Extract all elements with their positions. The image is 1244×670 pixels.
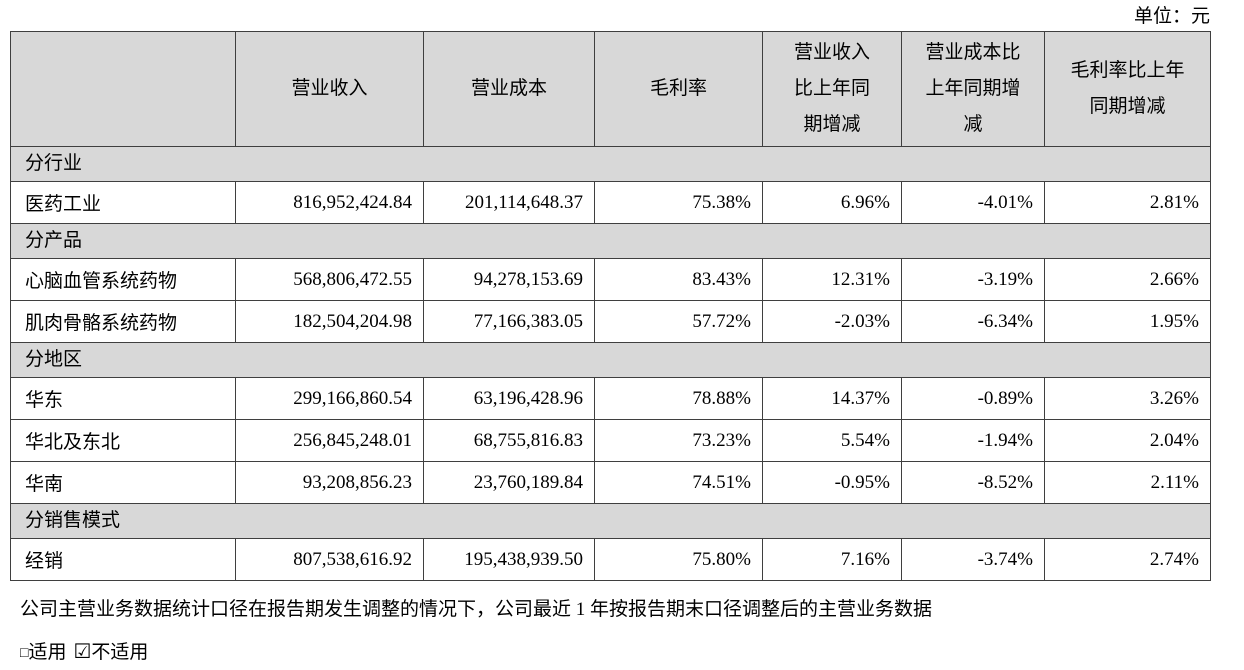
section-title: 分行业 (10, 146, 1211, 182)
not-applicable-label: 不适用 (91, 642, 149, 663)
table-row-north-northeast-china: 华北及东北 256,845,248.01 68,755,816.83 73.23… (10, 419, 1211, 462)
value-cell: 256,845,248.01 (235, 419, 424, 462)
header-cell-cost: 营业成本 (423, 31, 595, 147)
value-cell: 74.51% (594, 461, 763, 504)
row-label: 肌肉骨骼系统药物 (10, 300, 236, 343)
header-cell-margin-yoy: 毛利率比上年同期增减 (1044, 31, 1211, 147)
value-cell: 75.38% (594, 181, 763, 224)
main-business-data-table: 营业收入 营业成本 毛利率 营业收入比上年同期增减 营业成本比上年同期增减 毛利… (10, 31, 1211, 581)
table-row-cardiovascular-drugs: 心脑血管系统药物 568,806,472.55 94,278,153.69 83… (10, 258, 1211, 301)
value-cell: 94,278,153.69 (423, 258, 595, 301)
footnote-text: 公司主营业务数据统计口径在报告期发生调整的情况下，公司最近 1 年按报告期末口径… (20, 599, 933, 620)
value-cell: -8.52% (901, 461, 1045, 504)
section-row-by-sales-model: 分销售模式 (10, 503, 1211, 539)
value-cell: -3.74% (901, 538, 1045, 581)
applicable-line: □适用 ☑不适用 (10, 639, 1210, 667)
value-cell: -3.19% (901, 258, 1045, 301)
value-cell: 807,538,616.92 (235, 538, 424, 581)
value-cell: -0.95% (762, 461, 902, 504)
value-cell: -0.89% (901, 377, 1045, 420)
checkbox-checked-icon: ☑ (73, 641, 92, 663)
row-label: 华东 (10, 377, 236, 420)
row-label: 心脑血管系统药物 (10, 258, 236, 301)
value-cell: 195,438,939.50 (423, 538, 595, 581)
table-row-south-china: 华南 93,208,856.23 23,760,189.84 74.51% -0… (10, 461, 1211, 504)
value-cell: 2.66% (1044, 258, 1211, 301)
value-cell: 201,114,648.37 (423, 181, 595, 224)
section-row-by-region: 分地区 (10, 342, 1211, 378)
value-cell: 1.95% (1044, 300, 1211, 343)
value-cell: 2.11% (1044, 461, 1211, 504)
value-cell: 568,806,472.55 (235, 258, 424, 301)
value-cell: -1.94% (901, 419, 1045, 462)
value-cell: -2.03% (762, 300, 902, 343)
checkbox-unchecked-icon: □ (20, 646, 29, 661)
table-row-distribution: 经销 807,538,616.92 195,438,939.50 75.80% … (10, 538, 1211, 581)
value-cell: 78.88% (594, 377, 763, 420)
value-cell: 77,166,383.05 (423, 300, 595, 343)
row-label: 华南 (10, 461, 236, 504)
table-row-east-china: 华东 299,166,860.54 63,196,428.96 78.88% 1… (10, 377, 1211, 420)
section-title: 分产品 (10, 223, 1211, 259)
header-cell-revenue-yoy: 营业收入比上年同期增减 (762, 31, 902, 147)
value-cell: 63,196,428.96 (423, 377, 595, 420)
value-cell: 6.96% (762, 181, 902, 224)
row-label: 经销 (10, 538, 236, 581)
value-cell: 68,755,816.83 (423, 419, 595, 462)
value-cell: 14.37% (762, 377, 902, 420)
header-cell-gross-margin: 毛利率 (594, 31, 763, 147)
value-cell: 23,760,189.84 (423, 461, 595, 504)
value-cell: 2.74% (1044, 538, 1211, 581)
value-cell: 12.31% (762, 258, 902, 301)
applicable-label: 适用 (28, 642, 67, 663)
value-cell: 2.04% (1044, 419, 1211, 462)
value-cell: 5.54% (762, 419, 902, 462)
row-label: 华北及东北 (10, 419, 236, 462)
section-title: 分地区 (10, 342, 1211, 378)
table-row-pharma-industry: 医药工业 816,952,424.84 201,114,648.37 75.38… (10, 181, 1211, 224)
unit-label: 单位：元 (1133, 6, 1210, 27)
value-cell: 182,504,204.98 (235, 300, 424, 343)
value-cell: 2.81% (1044, 181, 1211, 224)
section-title: 分销售模式 (10, 503, 1211, 539)
value-cell: 7.16% (762, 538, 902, 581)
header-cell-empty (10, 31, 236, 147)
value-cell: 75.80% (594, 538, 763, 581)
value-cell: 816,952,424.84 (235, 181, 424, 224)
value-cell: 57.72% (594, 300, 763, 343)
value-cell: -4.01% (901, 181, 1045, 224)
value-cell: 299,166,860.54 (235, 377, 424, 420)
header-row: 营业收入 营业成本 毛利率 营业收入比上年同期增减 营业成本比上年同期增减 毛利… (10, 31, 1211, 147)
value-cell: -6.34% (901, 300, 1045, 343)
value-cell: 3.26% (1044, 377, 1211, 420)
value-cell: 93,208,856.23 (235, 461, 424, 504)
header-cell-revenue: 营业收入 (235, 31, 424, 147)
table-row-musculoskeletal-drugs: 肌肉骨骼系统药物 182,504,204.98 77,166,383.05 57… (10, 300, 1211, 343)
section-row-by-product: 分产品 (10, 223, 1211, 259)
section-row-by-industry: 分行业 (10, 146, 1211, 182)
value-cell: 73.23% (594, 419, 763, 462)
row-label: 医药工业 (10, 181, 236, 224)
header-cell-cost-yoy: 营业成本比上年同期增减 (901, 31, 1045, 147)
value-cell: 83.43% (594, 258, 763, 301)
